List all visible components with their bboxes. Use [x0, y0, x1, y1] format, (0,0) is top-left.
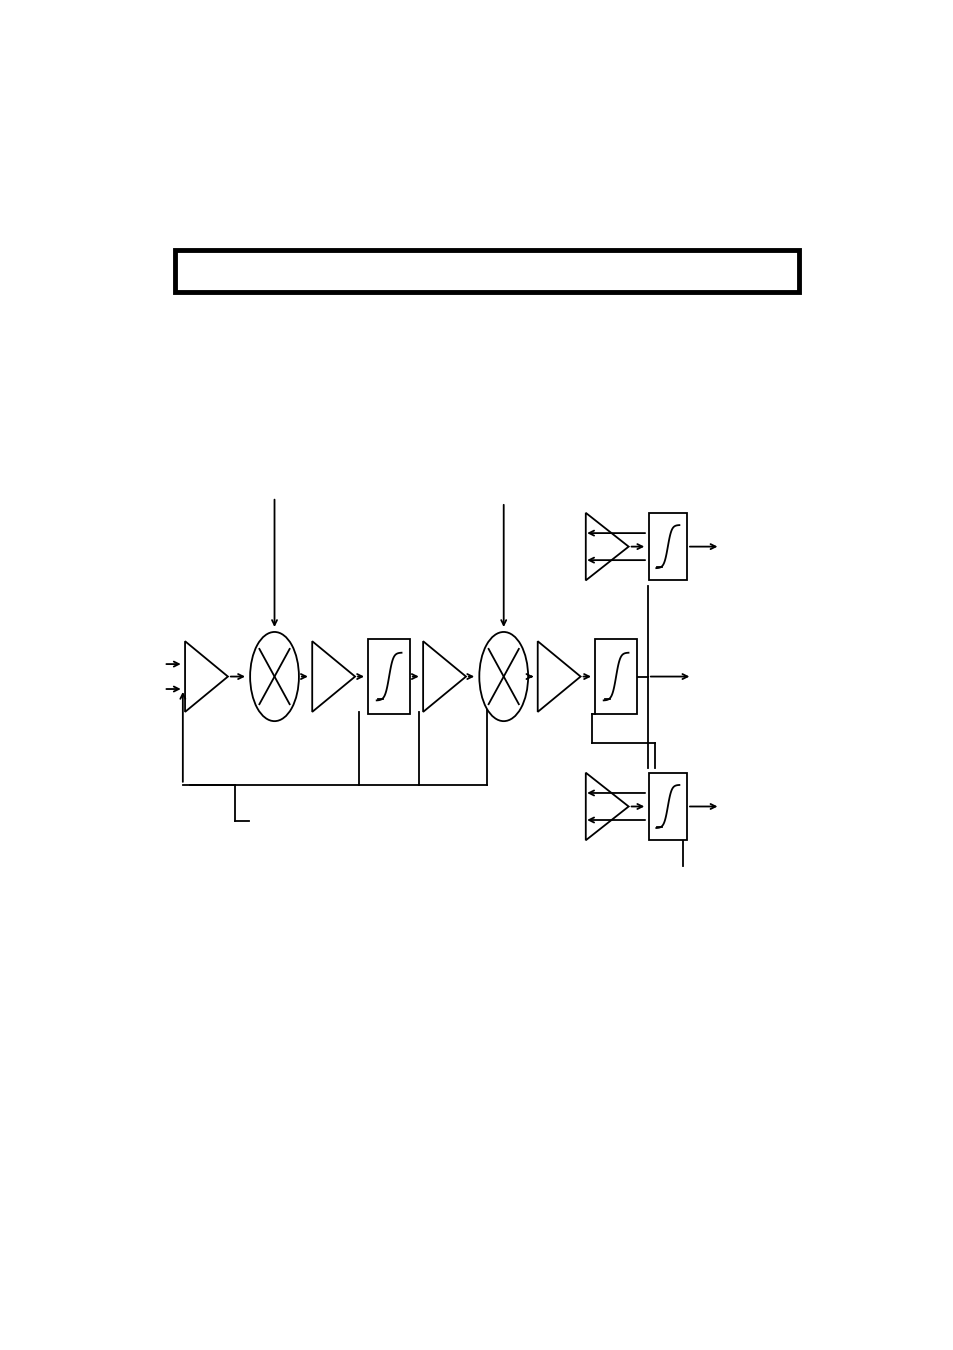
Bar — [595, 639, 637, 714]
Bar — [648, 513, 686, 580]
Bar — [368, 639, 410, 714]
Bar — [174, 250, 799, 292]
Polygon shape — [537, 641, 580, 711]
Bar — [648, 772, 686, 840]
Ellipse shape — [250, 632, 298, 721]
Polygon shape — [423, 641, 465, 711]
Polygon shape — [185, 641, 228, 711]
Polygon shape — [312, 641, 355, 711]
Polygon shape — [585, 513, 628, 580]
Ellipse shape — [478, 632, 528, 721]
Polygon shape — [585, 772, 628, 840]
